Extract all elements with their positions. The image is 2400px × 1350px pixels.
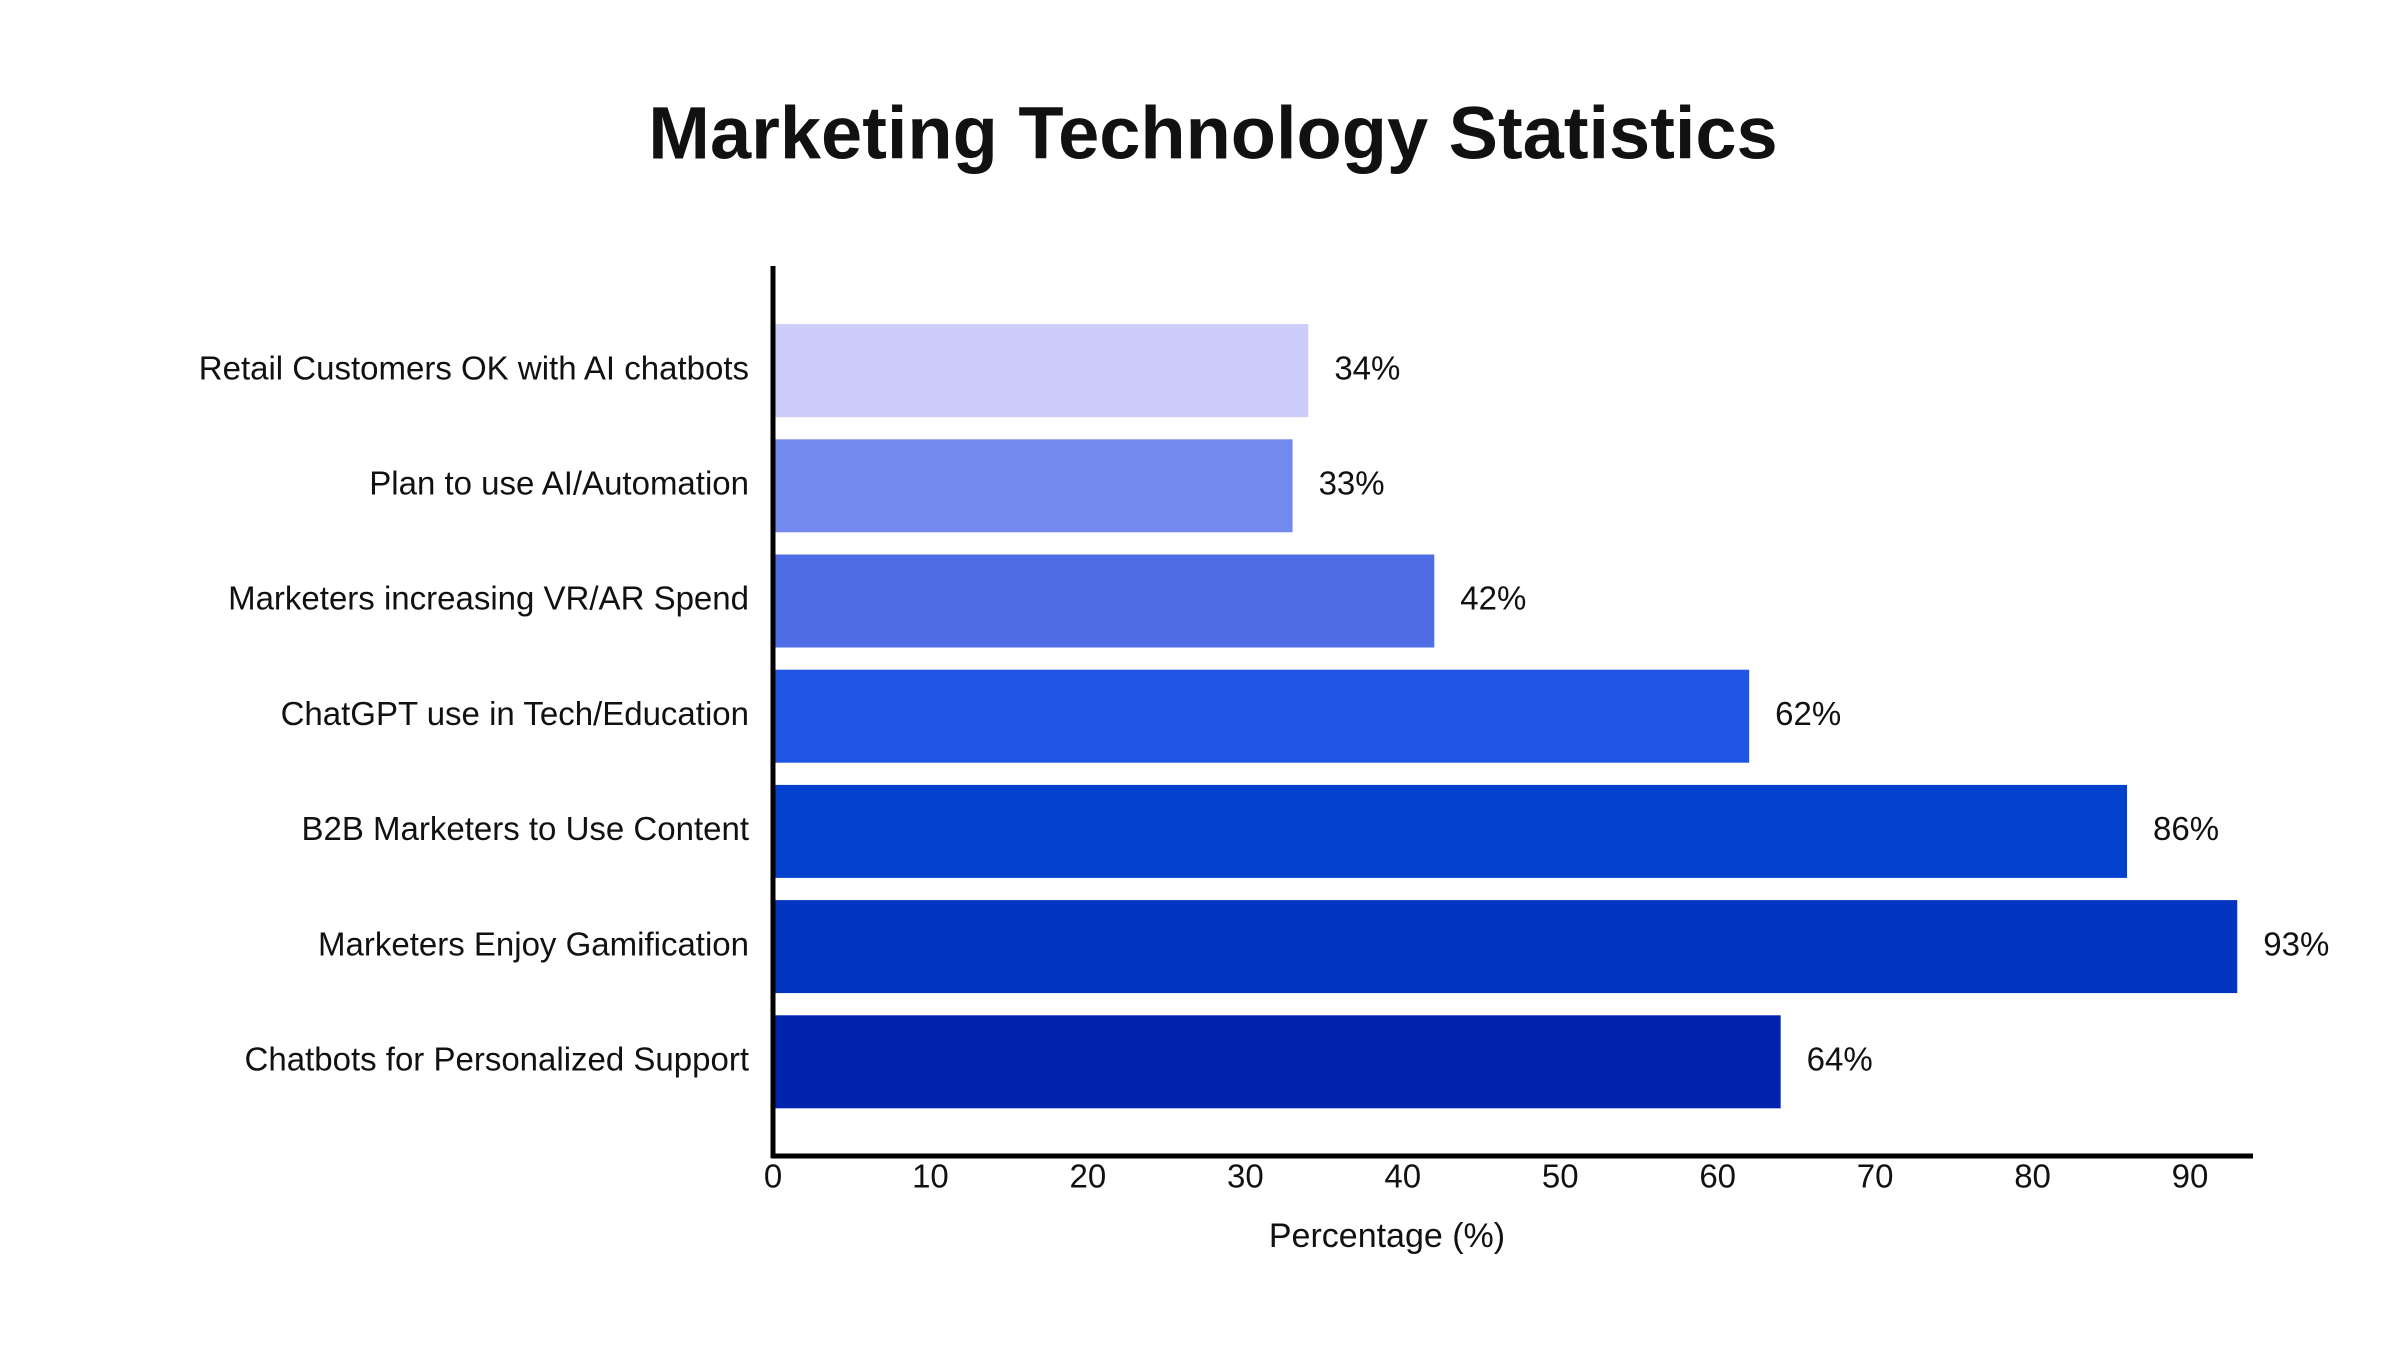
x-tick-label: 60 [1699, 1158, 1736, 1195]
x-tick-label: 20 [1070, 1158, 1107, 1195]
x-tick-label: 90 [2172, 1158, 2209, 1195]
value-label: 42% [1460, 580, 1526, 617]
y-tick-label: Retail Customers OK with AI chatbots [199, 349, 749, 386]
bar [773, 1015, 1781, 1109]
bar [773, 669, 1750, 763]
x-axis-label: Percentage (%) [1269, 1217, 1505, 1255]
x-tick-label: 30 [1227, 1158, 1264, 1195]
x-tick-label: 50 [1542, 1158, 1579, 1195]
value-label: 34% [1334, 349, 1400, 386]
x-tick-label: 0 [764, 1158, 782, 1195]
y-tick-label: Marketers Enjoy Gamification [318, 925, 749, 962]
bar [773, 900, 2238, 994]
chart-title: Marketing Technology Statistics [648, 92, 1777, 175]
bar [773, 784, 2128, 878]
value-label: 62% [1775, 695, 1841, 732]
x-tick-label: 70 [1857, 1158, 1894, 1195]
x-tick-label: 80 [2014, 1158, 2051, 1195]
y-tick-label: B2B Marketers to Use Content [301, 810, 749, 847]
y-tick-label: Marketers increasing VR/AR Spend [228, 580, 749, 617]
bar [773, 554, 1435, 648]
y-tick-label: Plan to use AI/Automation [369, 465, 749, 502]
y-tick-label: Chatbots for Personalized Support [245, 1041, 749, 1078]
x-tick-label: 40 [1384, 1158, 1421, 1195]
y-tick-label: ChatGPT use in Tech/Education [281, 695, 749, 732]
value-label: 93% [2263, 925, 2329, 962]
value-label: 86% [2153, 810, 2219, 847]
value-label: 33% [1319, 465, 1385, 502]
x-tick-label: 10 [912, 1158, 949, 1195]
bar [773, 439, 1293, 533]
bar [773, 324, 1309, 418]
value-label: 64% [1807, 1041, 1873, 1078]
